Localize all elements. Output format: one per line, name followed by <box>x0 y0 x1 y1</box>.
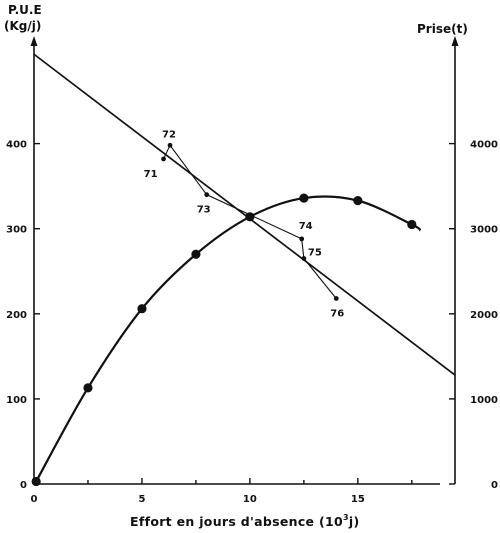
y-left-tick-label: 0 <box>20 480 27 491</box>
x-tick-label: 15 <box>351 494 365 505</box>
observed-point <box>301 256 307 261</box>
y-right-tick-label: 2000 <box>470 310 498 321</box>
x-tick-label: 0 <box>31 494 38 505</box>
x-tick-label: 5 <box>138 494 145 505</box>
labels: P.U.E (Kg/j) Prise(t) Effort en jours d'… <box>4 3 468 529</box>
observed-point <box>333 296 339 301</box>
axes <box>30 36 459 485</box>
observed-point <box>204 192 210 198</box>
catch-point <box>245 212 255 222</box>
catch-point <box>31 476 41 487</box>
year-label: 76 <box>330 308 344 319</box>
y-left-tick-label: 100 <box>6 395 27 406</box>
catch-point <box>299 193 309 203</box>
y-right-tick-label: 4000 <box>470 140 498 151</box>
observed-point <box>161 156 166 162</box>
year-label: 71 <box>144 169 158 180</box>
x-axis-label-sup: 3 <box>343 513 349 522</box>
catch-point <box>83 383 93 393</box>
y-right-tick-label: 3000 <box>470 225 498 236</box>
y-left-label-line2: (Kg/j) <box>4 19 41 33</box>
observed-point <box>167 142 173 148</box>
observed-point <box>299 236 305 242</box>
y-right-tick-label: 1000 <box>470 395 498 406</box>
y-left-tick-label: 200 <box>6 310 27 321</box>
catch-point <box>137 304 147 314</box>
year-label: 75 <box>308 247 322 258</box>
catch-point <box>407 219 417 230</box>
catch-curve <box>35 195 422 482</box>
x-axis-label-end: j) <box>348 514 360 529</box>
y-axis-right-arrow <box>451 36 459 46</box>
y-right-label: Prise(t) <box>417 22 468 36</box>
observed-path-line <box>163 144 337 299</box>
x-tick-label: 10 <box>243 494 257 505</box>
series-layer: 71 72 73 74 75 76 <box>31 53 456 487</box>
y-right-tick-label: 0 <box>491 480 498 491</box>
year-label: 72 <box>162 129 176 140</box>
pue-regression-line <box>33 53 456 376</box>
catch-point <box>191 249 201 259</box>
y-left-tick-label: 400 <box>6 140 27 151</box>
catch-point <box>353 196 363 206</box>
year-label: 74 <box>299 221 313 232</box>
x-axis-label-main: Effort en jours d'absence (10 <box>130 514 343 529</box>
y-left-label-line1: P.U.E <box>8 3 42 17</box>
y-axis-left-arrow <box>30 36 38 46</box>
x-axis-label: Effort en jours d'absence (103j) <box>130 513 359 529</box>
y-left-tick-label: 300 <box>6 225 27 236</box>
year-label: 73 <box>197 205 211 216</box>
